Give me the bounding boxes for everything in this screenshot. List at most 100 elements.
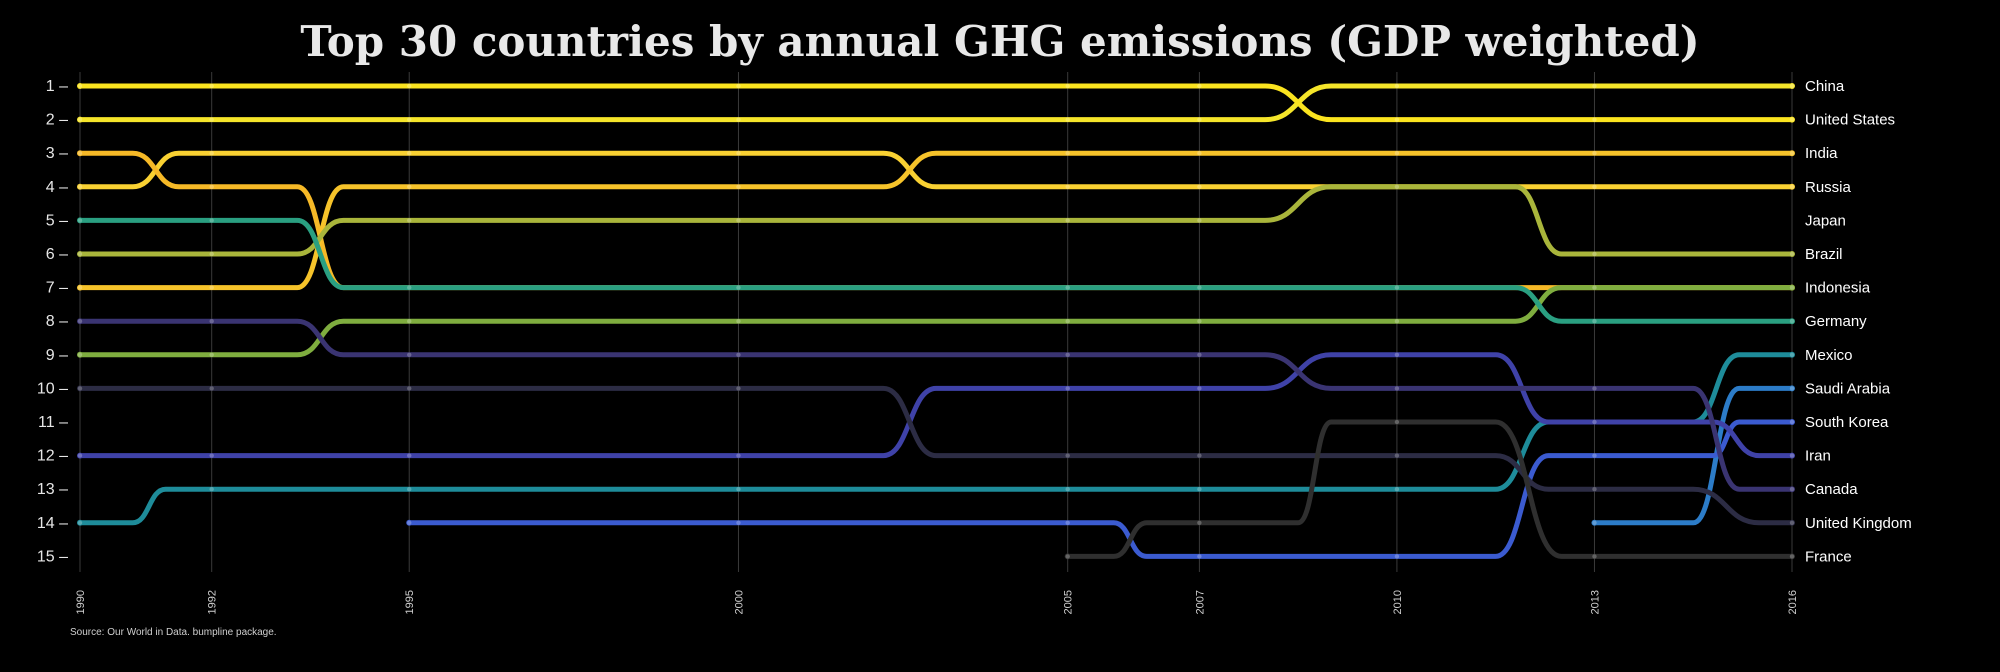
series-start-point-russia	[77, 150, 83, 157]
series-year-marker-saudi-arabia	[1592, 520, 1597, 525]
series-year-marker-china	[1394, 83, 1400, 89]
series-year-marker-japan	[1065, 151, 1070, 156]
series-start-point-germany	[77, 217, 83, 224]
series-year-marker-mexico	[1065, 487, 1070, 492]
series-year-marker-mexico	[407, 487, 412, 492]
lines-layer	[77, 83, 1795, 560]
series-label-china: China	[1805, 78, 1845, 95]
series-year-marker-united-kingdom	[209, 386, 214, 391]
series-year-marker-brazil	[1592, 251, 1597, 257]
x-tick-label: 1995	[404, 590, 416, 614]
series-start-point-indonesia	[77, 351, 83, 358]
y-tick-label: 8 –	[46, 313, 68, 330]
series-year-marker-japan	[407, 184, 412, 189]
series-year-marker-canada	[1197, 352, 1202, 357]
series-year-marker-brazil	[736, 218, 741, 223]
series-year-marker-united-kingdom	[1065, 453, 1070, 458]
series-line-united-states	[77, 83, 1795, 123]
series-year-marker-japan	[1789, 151, 1795, 156]
y-tick-label: 7 –	[46, 280, 68, 297]
series-start-point-saudi-arabia	[1591, 519, 1598, 526]
series-year-marker-united-kingdom	[77, 386, 83, 391]
y-tick-label: 5 –	[46, 212, 68, 229]
series-year-marker-china	[1789, 83, 1795, 89]
series-year-marker-south-korea	[1197, 554, 1202, 559]
series-year-marker-india	[736, 151, 741, 156]
series-year-marker-india	[77, 184, 83, 189]
series-year-marker-iran	[1065, 386, 1070, 391]
series-year-marker-brazil	[1065, 218, 1070, 223]
series-end-point-india	[1789, 183, 1795, 190]
x-tick-label: 2007	[1194, 590, 1206, 614]
series-line-japan	[77, 150, 1795, 291]
y-tick-label: 15 –	[37, 548, 68, 565]
series-start-point-china	[77, 116, 83, 123]
y-tick-label: 4 –	[46, 179, 68, 196]
y-tick-label: 6 –	[46, 246, 68, 263]
series-year-marker-united-states	[1394, 117, 1400, 122]
series-year-marker-united-states	[1065, 83, 1070, 89]
series-label-mexico: Mexico	[1805, 347, 1853, 364]
series-year-marker-united-states	[1197, 83, 1202, 89]
series-end-point-united-states	[1789, 116, 1795, 123]
series-year-marker-russia	[77, 151, 83, 156]
y-tick-label: 10 –	[37, 380, 68, 397]
y-tick-label: 12 –	[37, 448, 68, 465]
series-label-south-korea: South Korea	[1805, 414, 1889, 431]
series-year-marker-brazil	[1394, 184, 1400, 189]
series-line-canada	[77, 318, 1795, 492]
series-year-marker-canada	[1394, 386, 1400, 391]
series-year-marker-united-kingdom	[1592, 487, 1597, 492]
x-tick-label: 2000	[733, 590, 745, 614]
series-start-point-japan	[77, 284, 83, 291]
series-year-marker-indonesia	[1197, 319, 1202, 324]
series-end-point-canada	[1789, 486, 1795, 493]
series-year-marker-germany	[1394, 285, 1400, 290]
y-tick-label: 14 –	[37, 515, 68, 532]
series-line-united-kingdom	[77, 385, 1795, 526]
series-year-marker-mexico	[736, 487, 741, 492]
series-year-marker-brazil	[209, 251, 214, 257]
x-tick-label: 2016	[1787, 590, 1799, 614]
series-line-indonesia	[77, 285, 1795, 358]
series-label-saudi-arabia: Saudi Arabia	[1805, 380, 1891, 397]
labels-layer: 1990 1992 1995 2000 2005 2007 2010 2013 2016 1 – 2…	[37, 78, 1912, 614]
x-tick-label: 2010	[1392, 590, 1404, 614]
series-year-marker-saudi-arabia	[1789, 386, 1795, 391]
series-label-united-kingdom: United Kingdom	[1805, 515, 1912, 532]
series-year-marker-canada	[209, 319, 214, 324]
series-start-point-india	[77, 183, 83, 190]
series-end-point-united-kingdom	[1789, 519, 1795, 526]
series-end-point-mexico	[1789, 351, 1795, 358]
series-year-marker-united-states	[77, 83, 83, 89]
series-label-russia: Russia	[1805, 179, 1852, 196]
series-year-marker-japan	[1197, 151, 1202, 156]
series-year-marker-china	[736, 117, 741, 122]
series-year-marker-brazil	[407, 218, 412, 223]
series-year-marker-iran	[407, 453, 412, 458]
series-year-marker-germany	[1197, 285, 1202, 290]
series-end-point-brazil	[1789, 251, 1795, 257]
series-year-marker-iran	[736, 453, 741, 458]
series-year-marker-germany	[1592, 319, 1597, 324]
series-year-marker-india	[1197, 184, 1202, 189]
x-tick-label: 1992	[207, 590, 219, 614]
y-tick-label: 1 –	[46, 78, 68, 95]
y-tick-label: 3 –	[46, 145, 68, 162]
series-year-marker-china	[1592, 83, 1597, 89]
series-year-marker-china	[407, 117, 412, 122]
series-year-marker-mexico	[1789, 352, 1795, 357]
series-year-marker-united-kingdom	[1789, 520, 1795, 525]
series-end-point-south-korea	[1789, 419, 1795, 425]
series-year-marker-south-korea	[736, 520, 741, 525]
series-year-marker-mexico	[209, 487, 214, 492]
series-year-marker-mexico	[1394, 487, 1400, 492]
series-start-point-brazil	[77, 251, 83, 257]
series-year-marker-iran	[1197, 386, 1202, 391]
series-year-marker-brazil	[1789, 251, 1795, 257]
series-year-marker-brazil	[77, 251, 83, 257]
series-year-marker-south-korea	[1394, 554, 1400, 559]
series-start-point-canada	[77, 318, 83, 325]
series-year-marker-germany	[736, 285, 741, 290]
